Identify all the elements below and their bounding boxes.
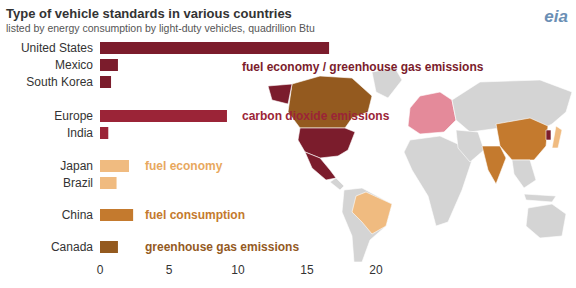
land xyxy=(524,194,556,202)
category-label: India xyxy=(67,126,93,140)
bar xyxy=(100,76,111,88)
annotation: fuel economy / greenhouse gas emissions xyxy=(242,60,484,74)
bar xyxy=(100,110,227,122)
subtitle: listed by energy consumption by light-du… xyxy=(6,22,315,34)
brazil xyxy=(352,192,392,234)
india xyxy=(482,146,506,184)
x-tick-label: 0 xyxy=(97,263,104,277)
japan xyxy=(552,126,562,148)
annotation: greenhouse gas emissions xyxy=(145,240,299,254)
x-tick-label: 10 xyxy=(231,263,245,277)
bar xyxy=(100,209,133,221)
category-label: Japan xyxy=(60,159,93,173)
logo: eia xyxy=(544,7,568,26)
annotation: fuel economy xyxy=(145,159,223,173)
land xyxy=(512,160,536,188)
land xyxy=(330,178,344,190)
x-tick-label: 20 xyxy=(369,263,383,277)
land xyxy=(526,204,566,238)
bar xyxy=(100,160,129,172)
bar xyxy=(100,241,118,253)
bar xyxy=(100,177,117,189)
title: Type of vehicle standards in various cou… xyxy=(6,6,292,21)
category-label: Europe xyxy=(54,109,93,123)
bar xyxy=(100,42,329,54)
category-label: China xyxy=(62,208,94,222)
category-label: South Korea xyxy=(26,75,93,89)
category-label: Mexico xyxy=(55,58,93,72)
mexico xyxy=(305,152,336,180)
bar xyxy=(100,127,108,139)
land xyxy=(456,130,484,162)
south-korea xyxy=(546,130,551,140)
europe xyxy=(408,92,456,134)
alaska xyxy=(268,84,292,104)
land xyxy=(342,188,392,262)
chart: Type of vehicle standards in various cou… xyxy=(0,0,576,288)
world-map xyxy=(268,68,572,262)
category-label: United States xyxy=(21,41,93,55)
x-tick-label: 15 xyxy=(300,263,314,277)
annotation: fuel consumption xyxy=(145,208,245,222)
x-tick-label: 5 xyxy=(166,263,173,277)
category-label: Canada xyxy=(51,240,93,254)
category-label: Brazil xyxy=(63,176,93,190)
annotation: carbon dioxide emissions xyxy=(242,109,390,123)
bar xyxy=(100,59,118,71)
